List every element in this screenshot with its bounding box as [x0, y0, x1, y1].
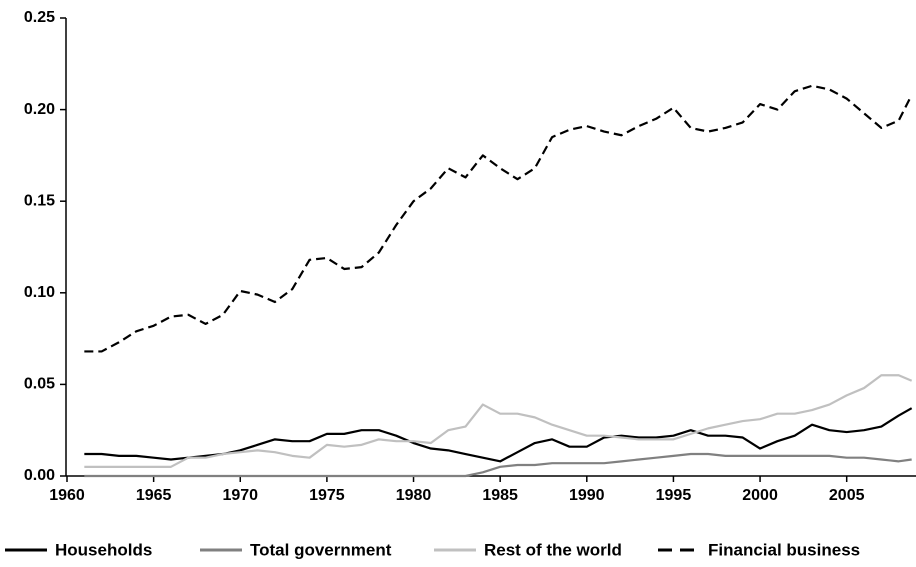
legend-label: Rest of the world	[484, 540, 622, 559]
legend-label: Total government	[250, 540, 392, 559]
x-tick-label: 2000	[742, 487, 778, 504]
y-tick-label: 0.25	[24, 9, 55, 26]
y-tick-label: 0.00	[24, 467, 55, 484]
x-tick-label: 1990	[569, 487, 605, 504]
x-tick-label: 1970	[222, 487, 258, 504]
x-tick-label: 2005	[829, 487, 865, 504]
x-tick-label: 1960	[49, 487, 85, 504]
series-line	[84, 84, 913, 353]
series-line	[84, 452, 912, 478]
y-tick-label: 0.15	[24, 192, 55, 209]
legend-label: Households	[55, 540, 152, 559]
y-tick-label: 0.10	[24, 284, 55, 301]
series-line	[84, 407, 913, 463]
x-tick-label: 1965	[136, 487, 172, 504]
x-tick-label: 1995	[656, 487, 692, 504]
series-line	[84, 374, 913, 468]
y-tick-label: 0.05	[24, 376, 55, 393]
legend-label: Financial business	[708, 540, 860, 559]
x-tick-label: 1975	[309, 487, 345, 504]
x-tick-label: 1985	[482, 487, 518, 504]
x-tick-label: 1980	[396, 487, 432, 504]
y-tick-label: 0.20	[24, 101, 55, 118]
